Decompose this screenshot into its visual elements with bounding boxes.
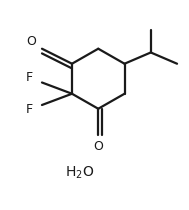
Text: F: F	[25, 103, 32, 116]
Text: O: O	[26, 35, 36, 48]
Text: $\mathregular{H_2O}$: $\mathregular{H_2O}$	[65, 164, 94, 181]
Text: O: O	[93, 140, 103, 153]
Text: F: F	[25, 71, 32, 84]
